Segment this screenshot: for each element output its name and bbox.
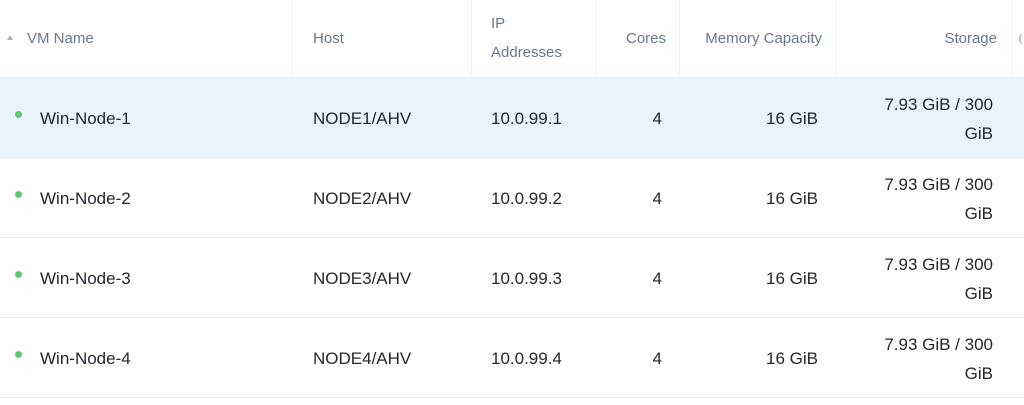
storage: 7.93 GiB / 300 GiB (853, 250, 993, 308)
memory-capacity: 16 GiB (766, 349, 818, 368)
vm-name[interactable]: Win-Node-2 (40, 189, 131, 208)
memory-capacity: 16 GiB (766, 109, 818, 128)
ip-address: 10.0.99.2 (491, 189, 562, 208)
vm-name[interactable]: Win-Node-1 (40, 109, 131, 128)
column-header-label: Memory Capacity (705, 30, 822, 47)
column-header-host[interactable]: Host (293, 0, 472, 78)
storage: 7.93 GiB / 300 GiB (853, 90, 993, 148)
ip-address: 10.0.99.1 (491, 109, 562, 128)
host[interactable]: NODE3/AHV (313, 269, 412, 288)
ip-address: 10.0.99.4 (491, 349, 562, 368)
storage-line1: 7.93 GiB / 300 (884, 95, 993, 114)
storage-line1: 7.93 GiB / 300 (884, 255, 993, 274)
vm-name[interactable]: Win-Node-4 (40, 349, 131, 368)
status-on-icon (15, 111, 22, 118)
storage-line1: 7.93 GiB / 300 (884, 175, 993, 194)
table-row[interactable]: Win-Node-2 NODE2/AHV 10.0.99.2 4 16 GiB … (0, 158, 1024, 238)
column-header-label: VM Name (27, 30, 94, 47)
storage-line2: GiB (964, 284, 993, 303)
storage-line2: GiB (964, 204, 993, 223)
storage: 7.93 GiB / 300 GiB (853, 170, 993, 228)
column-header-ip-addresses[interactable]: IP Addresses (472, 0, 596, 78)
column-header-label: Cores (625, 30, 666, 47)
column-header-storage[interactable]: Storage (837, 0, 1012, 78)
ip-address: 10.0.99.3 (491, 269, 562, 288)
cores: 4 (652, 269, 662, 288)
table-row[interactable]: Win-Node-4 NODE4/AHV 10.0.99.4 4 16 GiB … (0, 318, 1024, 398)
sort-ascending-icon[interactable] (7, 35, 13, 40)
storage-line1: 7.93 GiB / 300 (884, 335, 993, 354)
column-header-label: Host (313, 30, 344, 47)
column-header-label-line1: IP (491, 15, 506, 32)
status-on-icon (15, 191, 22, 198)
table-header: VM Name Host IP Addresses Cores Memory C… (0, 0, 1024, 78)
column-header-label-line2: Addresses (491, 44, 562, 61)
table-row[interactable]: Win-Node-3 NODE3/AHV 10.0.99.3 4 16 GiB … (0, 238, 1024, 318)
cores: 4 (652, 109, 662, 128)
column-header-cores[interactable]: Cores (596, 0, 680, 78)
storage: 7.93 GiB / 300 GiB (853, 330, 993, 388)
host[interactable]: NODE2/AHV (313, 189, 412, 208)
status-on-icon (15, 271, 22, 278)
host[interactable]: NODE1/AHV (313, 109, 412, 128)
next-column-edge (1019, 33, 1024, 45)
column-header-memory-capacity[interactable]: Memory Capacity (680, 0, 837, 78)
memory-capacity: 16 GiB (766, 189, 818, 208)
cores: 4 (652, 349, 662, 368)
cores: 4 (652, 189, 662, 208)
storage-line2: GiB (964, 364, 993, 383)
vm-name[interactable]: Win-Node-3 (40, 269, 131, 288)
column-header-vm-name[interactable]: VM Name (0, 0, 293, 78)
status-on-icon (15, 351, 22, 358)
column-header-label: Storage (944, 30, 997, 47)
host[interactable]: NODE4/AHV (313, 349, 412, 368)
storage-line2: GiB (964, 124, 993, 143)
memory-capacity: 16 GiB (766, 269, 818, 288)
table-row[interactable]: Win-Node-1 NODE1/AHV 10.0.99.1 4 16 GiB … (0, 78, 1024, 158)
